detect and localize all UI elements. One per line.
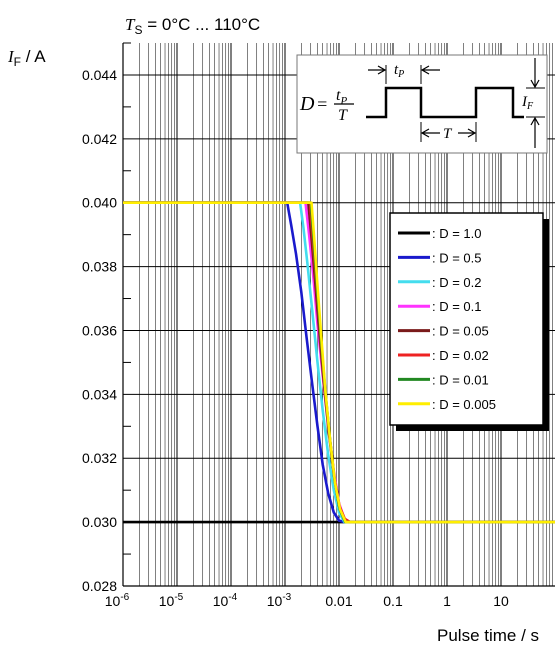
y-axis-label-var: I <box>7 47 15 66</box>
inset-tp-arrow-left <box>368 65 387 75</box>
y-tick-label: 0.038 <box>82 259 117 275</box>
y-tick-label: 0.030 <box>82 514 117 530</box>
inset-tp-arrow-right <box>420 65 440 75</box>
y-axis-label-rest: / A <box>21 47 46 66</box>
y-tick-label: 0.028 <box>82 578 117 594</box>
y-tick-label: 0.044 <box>82 67 117 83</box>
inset-formula-lhs: D <box>299 93 315 115</box>
inset-current-arrow-top <box>530 58 540 89</box>
chart-title: TS = 0°C ... 110°C <box>125 15 260 37</box>
legend: : D = 1.0 : D = 0.5 : D = 0.2 : D = 0.1 : D … <box>389 212 549 431</box>
legend-label-0: : D = 1.0 <box>432 226 482 241</box>
series-line-7 <box>123 201 555 524</box>
legend-label-2: : D = 0.2 <box>432 275 482 290</box>
inset-duty-cycle: D = tP T tP T IF <box>296 54 548 154</box>
inset-pulse-waveform <box>366 86 524 119</box>
inset-current-arrow-bottom <box>530 116 540 148</box>
y-axis-label-sub: F <box>14 55 21 69</box>
x-tick-label: 10 <box>493 593 509 609</box>
y-tick-label: 0.034 <box>82 386 117 402</box>
x-axis-label: Pulse time / s <box>437 626 539 645</box>
inset-current-label: IF <box>521 94 534 112</box>
legend-label-6: : D = 0.01 <box>432 372 489 387</box>
legend-label-7: : D = 0.005 <box>432 397 496 412</box>
legend-label-5: : D = 0.02 <box>432 348 489 363</box>
legend-label-3: : D = 0.1 <box>432 299 482 314</box>
chart-title-rest: = 0°C ... 110°C <box>142 15 260 34</box>
inset-tp-label: tP <box>394 62 404 80</box>
x-tick-label: 10-3 <box>267 592 292 609</box>
inset-formula-den: T <box>338 107 348 124</box>
x-tick-label: 10-5 <box>159 592 184 609</box>
x-tick-label: 10-4 <box>213 592 238 609</box>
legend-label-4: : D = 0.05 <box>432 324 489 339</box>
inset-period-label: T <box>443 126 453 142</box>
plot-frame <box>122 43 555 587</box>
x-tick-label: 0.01 <box>325 593 352 609</box>
inset-formula-num: tP <box>336 87 347 107</box>
series-line-1 <box>123 201 555 524</box>
chart-title-var: T <box>125 15 136 34</box>
series-layer <box>123 201 555 524</box>
inset-period-arrow-right <box>458 128 477 138</box>
legend-box <box>389 212 544 426</box>
x-tick-label: 0.1 <box>383 593 403 609</box>
y-tick-label: 0.036 <box>82 322 117 338</box>
x-tick-label: 1 <box>443 593 451 609</box>
y-tick-label: 0.040 <box>82 195 117 211</box>
y-axis-label: IF / A <box>7 47 46 69</box>
y-tick-label: 0.042 <box>82 131 117 147</box>
chart-title-sub: S <box>134 23 142 37</box>
y-tick-label: 0.032 <box>82 450 117 466</box>
legend-label-1: : D = 0.5 <box>432 250 482 265</box>
inset-period-arrow-left <box>420 128 440 138</box>
ticks: 0.028 0.030 0.032 0.034 0.036 0.038 0.040 0.042… <box>82 67 509 609</box>
inset-formula-eq: = <box>316 94 328 114</box>
x-tick-label: 10-6 <box>105 592 130 609</box>
